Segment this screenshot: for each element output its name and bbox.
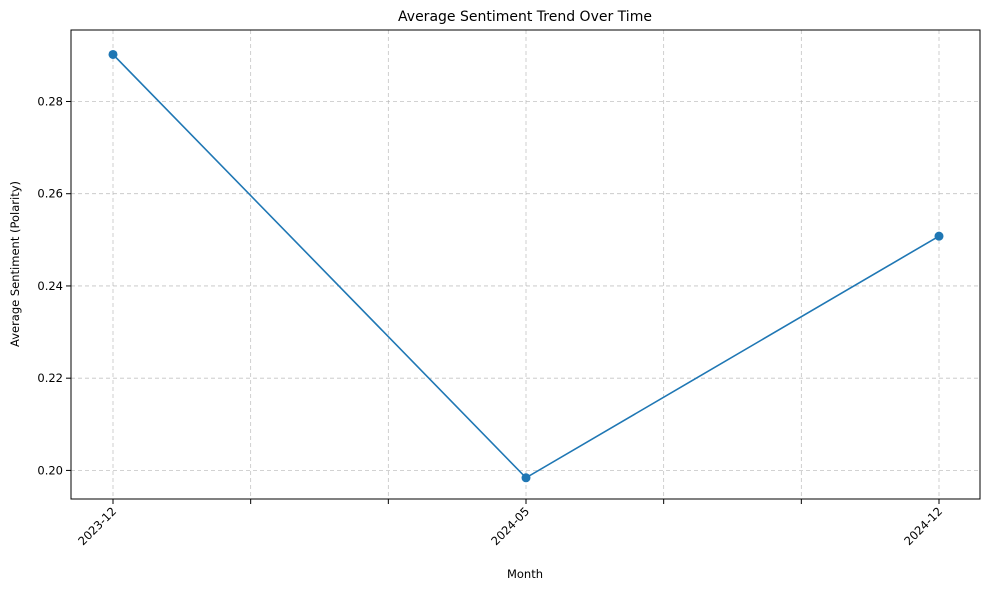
y-tick-label: 0.28 <box>37 94 63 108</box>
x-axis-label: Month <box>507 567 543 581</box>
y-tick-label: 0.22 <box>37 371 63 385</box>
x-tick-label: 2023-12 <box>75 504 119 548</box>
y-tick-label: 0.26 <box>37 187 63 201</box>
y-axis: 0.20 0.22 0.24 0.26 0.28 <box>37 94 71 477</box>
data-point <box>934 231 944 241</box>
data-point <box>108 49 118 59</box>
x-axis: 2023-12 2024-05 2024-12 <box>75 499 945 548</box>
x-tick-label: 2024-05 <box>488 504 532 548</box>
y-axis-label: Average Sentiment (Polarity) <box>8 181 22 347</box>
plot-frame <box>70 29 981 500</box>
series-layer <box>108 49 944 483</box>
data-point <box>521 473 531 483</box>
y-tick-label: 0.20 <box>37 463 63 477</box>
y-tick-label: 0.24 <box>37 279 63 293</box>
x-tick-label: 2024-12 <box>901 504 945 548</box>
grid-layer <box>71 30 980 499</box>
chart-title: Average Sentiment Trend Over Time <box>398 9 652 25</box>
